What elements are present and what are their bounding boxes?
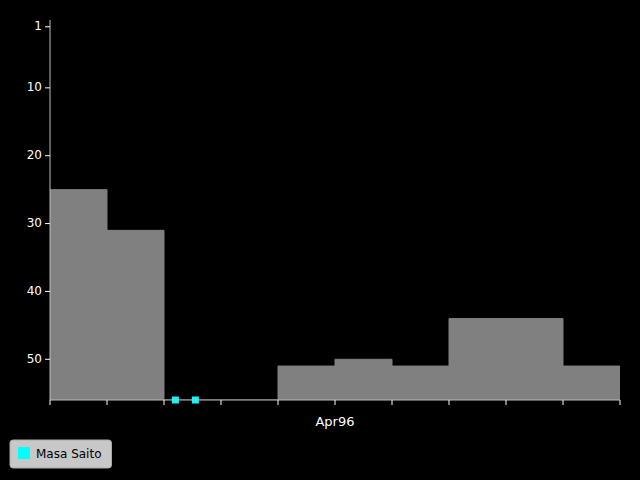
y-tick	[45, 291, 50, 292]
x-tick	[449, 400, 450, 405]
plot-area	[50, 190, 620, 400]
legend-box	[10, 440, 111, 468]
y-tick	[45, 87, 50, 88]
y-tick	[45, 223, 50, 224]
x-tick	[221, 400, 222, 405]
x-label: Apr96	[315, 414, 354, 429]
step-line	[50, 190, 620, 400]
x-tick	[506, 400, 507, 405]
chart: 1 10 20 30 40 50 Apr96 Masa Saito	[0, 0, 640, 480]
x-tick	[107, 400, 108, 405]
x-tick	[563, 400, 564, 405]
y-tick-label: 30	[27, 216, 42, 230]
legend-label: Masa Saito	[36, 447, 101, 461]
x-tick	[50, 400, 51, 405]
background	[0, 0, 640, 480]
y-tick-label: 10	[27, 80, 42, 94]
y-tick	[45, 155, 50, 156]
y-tick	[45, 359, 50, 360]
x-tick	[164, 400, 165, 405]
y-axis-line	[50, 20, 51, 400]
x-tick	[278, 400, 279, 405]
x-tick	[335, 400, 336, 405]
y-tick-label: 1	[34, 19, 42, 33]
y-tick-label: 50	[27, 352, 42, 366]
y-tick-label: 40	[27, 284, 42, 298]
legend-swatch	[18, 447, 30, 459]
y-tick-label: 20	[27, 148, 42, 162]
x-tick	[620, 400, 621, 405]
x-tick	[392, 400, 393, 405]
step-area	[50, 190, 620, 400]
legend: Masa Saito	[10, 440, 111, 468]
y-tick	[45, 26, 50, 27]
